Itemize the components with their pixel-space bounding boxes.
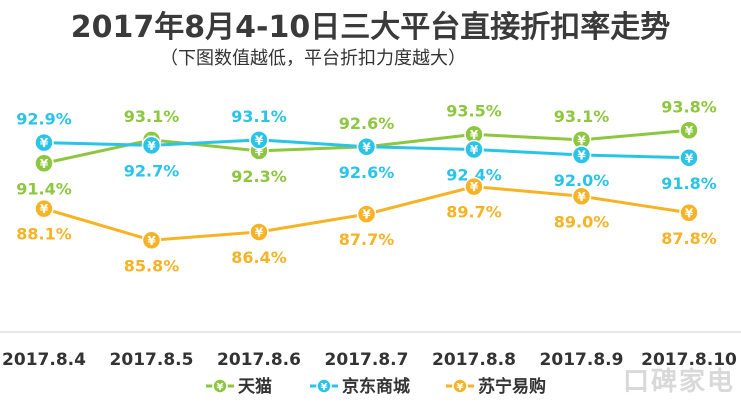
data-point (679, 203, 699, 223)
x-tick-label: 2017.8.10 (641, 350, 737, 370)
data-label: 93.8% (661, 97, 717, 116)
yen-marker-icon: ¥ (685, 151, 694, 165)
data-label: 87.8% (661, 229, 717, 248)
data-label: 91.4% (16, 179, 72, 198)
chart-title: 2017年8月4-10日三大平台直接折扣率走势 (70, 10, 671, 45)
data-label: 93.1% (231, 107, 287, 126)
data-point (356, 137, 377, 157)
x-tick-label: 2017.8.5 (110, 350, 194, 370)
data-point (464, 176, 484, 197)
data-label: 93.1% (124, 107, 180, 126)
yen-marker-icon: ¥ (577, 149, 586, 163)
yen-marker-icon: ¥ (255, 226, 264, 240)
x-tick-label: 2017.8.7 (325, 350, 409, 370)
data-point (34, 132, 54, 153)
data-label: 87.7% (339, 230, 395, 249)
legend-label: 京东商城 (342, 376, 410, 397)
data-point (679, 148, 699, 168)
yen-marker-icon: ¥ (470, 180, 479, 194)
yen-marker-icon: ¥ (147, 234, 156, 248)
data-label: 91.8% (661, 174, 717, 193)
data-point (34, 198, 54, 219)
watermark-logo: 口碑家电 (622, 367, 735, 397)
legend-marker (212, 378, 228, 394)
data-point (34, 153, 54, 173)
yen-marker-icon: ¥ (470, 143, 479, 157)
data-label: 86.4% (231, 248, 287, 267)
data-point (356, 204, 377, 224)
legend-marker (316, 378, 332, 394)
data-point (249, 222, 269, 242)
yen-marker-icon: ¥ (255, 144, 264, 158)
legend-marker (452, 378, 468, 394)
x-tick-label: 2017.8.6 (217, 350, 301, 370)
data-label: 92.3% (231, 167, 287, 186)
data-point (571, 145, 592, 165)
data-point (141, 135, 162, 156)
yen-marker-icon: ¥ (362, 208, 371, 222)
data-label: 89.7% (446, 203, 502, 222)
data-point (249, 130, 269, 150)
x-tick-label: 2017.8.8 (432, 350, 516, 370)
chart-subtitle: （下图数值越低，平台折扣力度越大） (160, 48, 466, 69)
legend-label: 苏宁易购 (478, 376, 546, 397)
yen-marker-icon: ¥ (577, 190, 586, 204)
data-point (679, 120, 699, 140)
data-label: 88.1% (16, 225, 72, 244)
data-label: 92.6% (339, 114, 395, 133)
data-label: 85.8% (124, 256, 180, 275)
data-label: 93.1% (554, 107, 610, 126)
data-label: 92.7% (124, 161, 180, 180)
data-label: 92.9% (16, 110, 72, 129)
yen-marker-icon: ¥ (457, 382, 464, 393)
yen-marker-icon: ¥ (321, 382, 328, 393)
yen-marker-icon: ¥ (255, 133, 264, 147)
yen-marker-icon: ¥ (577, 133, 586, 147)
yen-marker-icon: ¥ (40, 202, 49, 216)
data-point (141, 230, 162, 250)
data-point (571, 186, 592, 206)
x-tick-label: 2017.8.4 (2, 350, 86, 370)
data-label: 89.0% (554, 212, 610, 231)
yen-marker-icon: ¥ (40, 136, 49, 150)
yen-marker-icon: ¥ (685, 124, 694, 138)
data-point (464, 139, 484, 160)
yen-marker-icon: ¥ (40, 157, 49, 171)
yen-marker-icon: ¥ (470, 128, 479, 142)
yen-marker-icon: ¥ (147, 139, 156, 153)
yen-marker-icon: ¥ (362, 140, 371, 154)
data-label: 92.6% (339, 163, 395, 182)
data-label: 92.0% (554, 171, 610, 190)
x-tick-label: 2017.8.9 (540, 350, 624, 370)
yen-marker-icon: ¥ (685, 206, 694, 220)
data-label: 93.5% (446, 101, 502, 120)
yen-marker-icon: ¥ (217, 382, 224, 393)
legend-label: 天猫 (238, 376, 272, 397)
data-label: 92.4% (446, 166, 502, 185)
